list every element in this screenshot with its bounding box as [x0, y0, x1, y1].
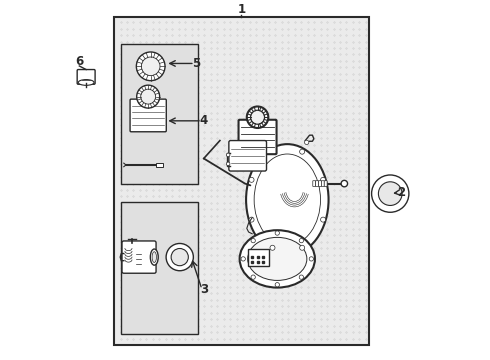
- Circle shape: [250, 110, 265, 124]
- FancyBboxPatch shape: [251, 116, 264, 123]
- Circle shape: [141, 57, 160, 76]
- Circle shape: [137, 85, 160, 108]
- FancyBboxPatch shape: [248, 249, 269, 266]
- Text: 6: 6: [75, 55, 83, 68]
- Circle shape: [270, 245, 275, 250]
- FancyBboxPatch shape: [122, 241, 156, 273]
- Text: 2: 2: [397, 186, 405, 199]
- Circle shape: [304, 140, 309, 144]
- FancyBboxPatch shape: [130, 99, 166, 132]
- Circle shape: [270, 149, 275, 154]
- FancyBboxPatch shape: [156, 163, 163, 167]
- Circle shape: [320, 217, 326, 222]
- Circle shape: [251, 275, 255, 279]
- FancyBboxPatch shape: [114, 17, 368, 345]
- FancyBboxPatch shape: [318, 181, 321, 186]
- Circle shape: [166, 243, 194, 271]
- FancyBboxPatch shape: [324, 181, 327, 186]
- Ellipse shape: [246, 144, 329, 255]
- Circle shape: [341, 180, 347, 187]
- Ellipse shape: [254, 154, 320, 246]
- Circle shape: [226, 153, 230, 157]
- Circle shape: [275, 231, 279, 235]
- Circle shape: [171, 248, 188, 266]
- Circle shape: [241, 257, 245, 261]
- FancyBboxPatch shape: [313, 181, 316, 186]
- Ellipse shape: [152, 252, 156, 262]
- Circle shape: [141, 89, 156, 104]
- Circle shape: [299, 238, 303, 243]
- Ellipse shape: [240, 230, 315, 288]
- Circle shape: [249, 177, 254, 182]
- Text: 3: 3: [200, 283, 208, 296]
- FancyBboxPatch shape: [77, 69, 95, 84]
- Circle shape: [378, 182, 402, 206]
- Text: 4: 4: [199, 114, 208, 127]
- FancyBboxPatch shape: [141, 95, 155, 102]
- Ellipse shape: [78, 80, 94, 85]
- FancyBboxPatch shape: [321, 181, 324, 186]
- FancyBboxPatch shape: [316, 181, 318, 186]
- Circle shape: [320, 177, 326, 182]
- FancyBboxPatch shape: [229, 140, 267, 171]
- Circle shape: [299, 275, 303, 279]
- Circle shape: [299, 149, 305, 154]
- Ellipse shape: [247, 237, 307, 280]
- Circle shape: [249, 217, 254, 222]
- Circle shape: [251, 238, 255, 243]
- Circle shape: [226, 162, 230, 166]
- Text: 5: 5: [193, 57, 201, 70]
- Circle shape: [136, 52, 165, 81]
- Circle shape: [247, 107, 269, 128]
- FancyBboxPatch shape: [122, 202, 198, 334]
- Circle shape: [371, 175, 409, 212]
- FancyBboxPatch shape: [239, 120, 276, 154]
- Text: 1: 1: [237, 3, 245, 16]
- Circle shape: [309, 257, 314, 261]
- Circle shape: [275, 283, 279, 287]
- Ellipse shape: [150, 249, 158, 265]
- Circle shape: [299, 245, 305, 250]
- FancyBboxPatch shape: [122, 44, 198, 184]
